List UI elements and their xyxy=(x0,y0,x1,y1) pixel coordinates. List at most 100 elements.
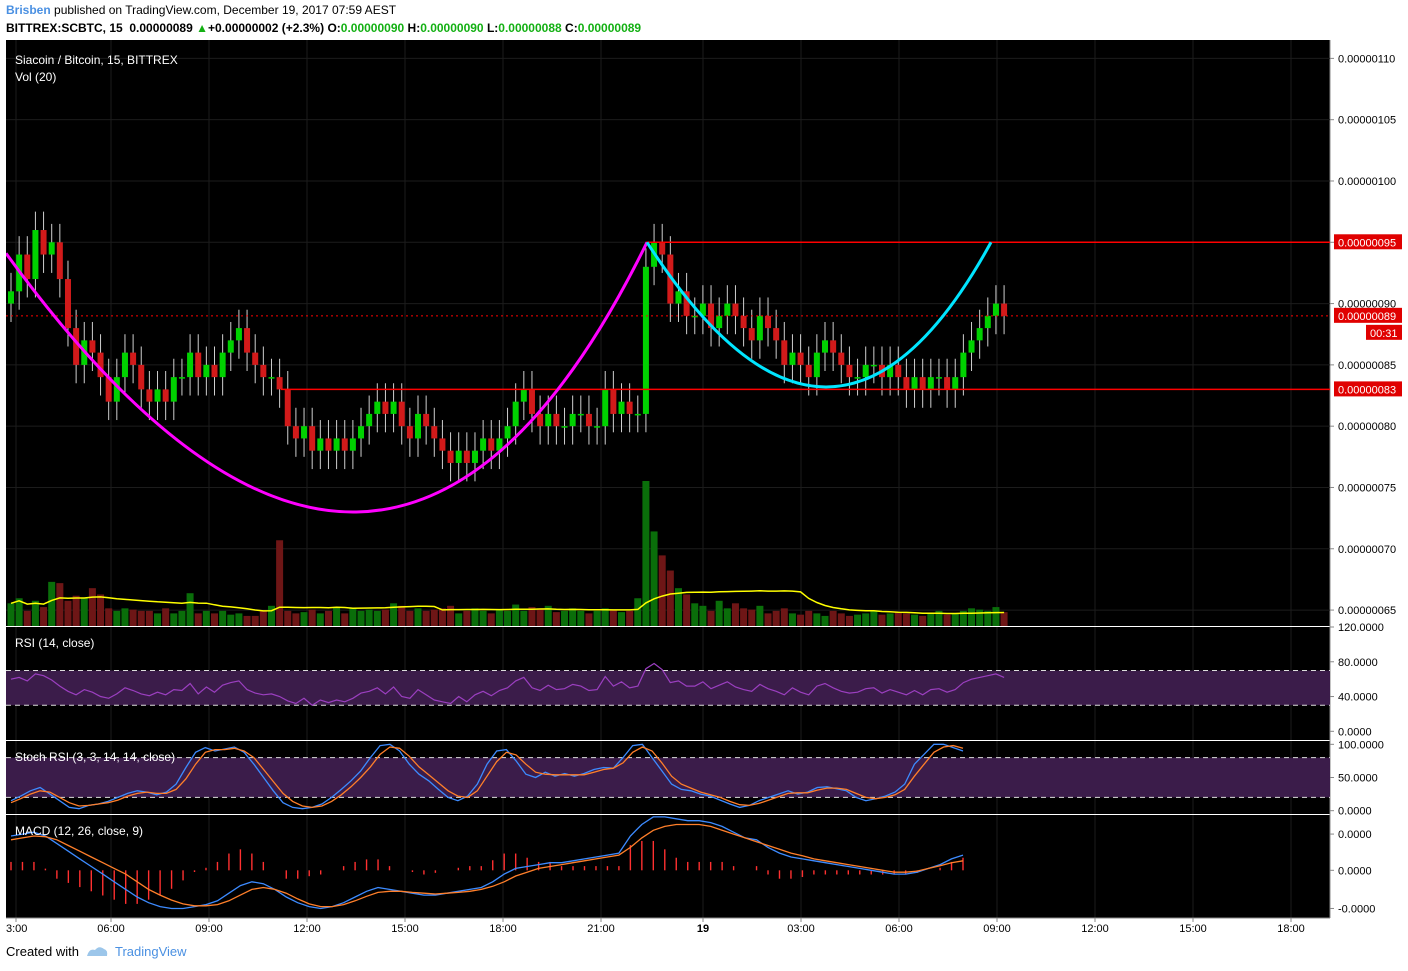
volume-bar xyxy=(308,609,316,626)
x-tick-label: 09:00 xyxy=(195,923,223,935)
candle-body xyxy=(992,303,999,316)
tradingview-link[interactable]: TradingView xyxy=(114,944,187,959)
candle-body xyxy=(716,315,723,329)
candle-body xyxy=(488,438,495,451)
volume-bar xyxy=(15,598,23,626)
candle-body xyxy=(610,389,617,414)
candle-body xyxy=(960,352,967,378)
volume-bar xyxy=(80,598,88,626)
candle-body xyxy=(667,254,674,304)
volume-bar xyxy=(927,613,935,626)
rsi-line xyxy=(10,662,1005,706)
candle-body xyxy=(195,352,202,378)
published-text: published on TradingView.com, December 1… xyxy=(54,3,397,17)
candle-body xyxy=(594,426,601,428)
candle-body xyxy=(121,352,128,378)
candle-body xyxy=(333,438,340,451)
last-price-label-bg xyxy=(1334,307,1402,323)
candle-body xyxy=(683,291,690,316)
x-tick-label: 03:00 xyxy=(787,923,815,935)
candle-body xyxy=(349,438,356,451)
volume-bar xyxy=(593,610,601,626)
volume-bar xyxy=(544,605,552,626)
candle-body xyxy=(48,242,55,255)
volume-bar xyxy=(683,594,691,626)
candle-body xyxy=(724,303,731,316)
candle-body xyxy=(252,352,259,365)
volume-bar xyxy=(23,610,31,626)
volume-bar xyxy=(512,604,520,626)
volume-bar xyxy=(341,613,349,626)
volume-bar xyxy=(911,614,919,626)
x-tick-label: 18:00 xyxy=(489,923,517,935)
volume-bar xyxy=(64,600,72,626)
candle-body xyxy=(789,352,796,365)
y-tick-label: 0.00000105 xyxy=(1338,115,1396,127)
candle-body xyxy=(781,340,788,365)
y-tick-label: 0.00000080 xyxy=(1338,421,1396,433)
candle-body xyxy=(8,291,14,304)
volume-label: Vol (20) xyxy=(15,70,56,84)
support-price-label-bg xyxy=(1334,381,1402,397)
candle-body xyxy=(309,426,316,451)
volume-bar xyxy=(837,613,845,626)
volume-bar xyxy=(691,603,699,626)
volume-bar xyxy=(585,613,593,626)
volume-ma-line xyxy=(10,590,1005,615)
x-tick-label: 06:00 xyxy=(97,923,125,935)
candle-body xyxy=(480,438,487,451)
volume-bar xyxy=(178,610,186,626)
volume-bar xyxy=(992,607,1000,626)
candle-body xyxy=(642,266,649,414)
x-tick-label: 21:00 xyxy=(587,923,615,935)
x-tick-label: 06:00 xyxy=(885,923,913,935)
volume-bar xyxy=(219,610,227,626)
candle-body xyxy=(431,426,438,439)
stoch-tick-label: 50.0000 xyxy=(1338,773,1378,785)
candle-body xyxy=(260,364,267,378)
chart-canvas[interactable]: 0.00000110 0.00000105 0.00000100 0.00000095… xyxy=(6,40,1404,938)
high-value: 0.00000090 xyxy=(420,21,484,35)
volume-bar xyxy=(943,614,951,626)
volume-bar xyxy=(463,610,471,626)
publish-line: Brisben published on TradingView.com, De… xyxy=(6,3,396,17)
y-tick-label: 0.00000085 xyxy=(1338,360,1396,372)
volume-bar xyxy=(113,610,121,626)
candle-body xyxy=(73,328,80,365)
x-tick-label: 19 xyxy=(697,923,709,935)
candle-body xyxy=(903,377,910,390)
candle-body xyxy=(756,315,763,341)
last-price-label: 0.00000089 xyxy=(1338,311,1396,323)
volume-bar xyxy=(862,613,870,626)
candle-body xyxy=(561,426,568,428)
candle-body xyxy=(439,438,446,451)
candle-body xyxy=(822,340,828,353)
candle-body xyxy=(854,377,861,379)
author-link[interactable]: Brisben xyxy=(6,3,51,17)
volume-bar xyxy=(674,588,682,626)
stoch-title: Stoch RSI (3, 3, 14, 14, close) xyxy=(15,750,175,764)
volume-bar xyxy=(642,481,650,626)
cup-curve xyxy=(6,241,649,514)
close-label: C: xyxy=(565,21,578,35)
candle-body xyxy=(732,303,739,316)
candle-body xyxy=(813,352,820,378)
resistance-price-label: 0.00000095 xyxy=(1338,237,1396,249)
volume-bar xyxy=(414,608,422,626)
y-tick-label: 0.00000075 xyxy=(1338,482,1396,494)
countdown-bg xyxy=(1366,324,1402,340)
low-label: L: xyxy=(486,21,499,35)
volume-bar xyxy=(813,613,821,626)
support-price-label: 0.00000083 xyxy=(1338,384,1396,396)
candle-body xyxy=(805,364,812,378)
volume-bar xyxy=(487,613,495,626)
volume-bar xyxy=(430,609,438,626)
volume-bar xyxy=(707,610,715,626)
candle-body xyxy=(471,450,478,463)
volume-bar xyxy=(886,613,894,626)
candle-body xyxy=(390,401,397,414)
candle-body xyxy=(927,377,934,390)
handle-curve xyxy=(645,241,993,389)
candle-body xyxy=(944,377,951,390)
volume-bar xyxy=(626,610,634,626)
